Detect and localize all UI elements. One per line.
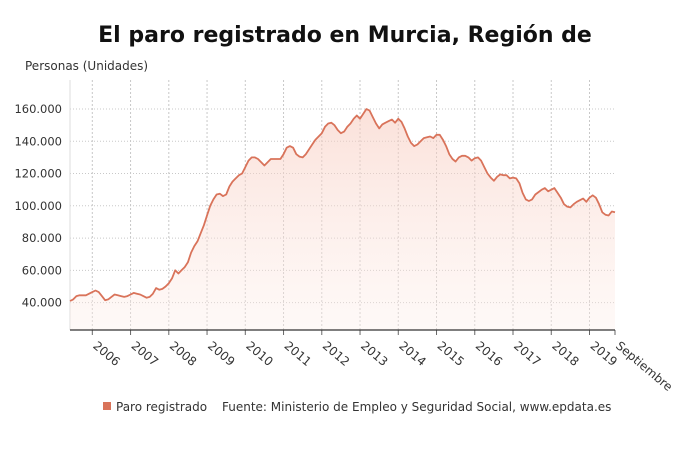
y-tick-label: 60.000 [22,263,62,277]
legend-swatch [103,402,111,410]
x-tick-label: 2007 [129,339,161,369]
source: Fuente: Ministerio de Empleo y Seguridad… [222,400,611,414]
x-tick-label: 2016 [473,339,505,369]
x-tick-label: Septiembre [613,339,675,394]
y-axis-label: Personas (Unidades) [25,59,148,73]
x-tick-label: 2012 [320,339,352,369]
line [69,108,616,302]
x-tick-label: 2013 [358,339,390,369]
y-tick-label: 40.000 [22,296,62,310]
legend-label: Paro registrado [116,400,207,414]
x-tick-label: 2006 [90,339,122,369]
x-tick-label: 2008 [167,339,199,369]
y-tick-label: 160.000 [14,102,62,116]
x-tick-label: 2017 [511,339,543,369]
x-tick-label: 2009 [205,339,237,369]
y-tick-label: 100.000 [14,199,62,213]
y-tick-label: 120.000 [14,167,62,181]
x-tick-label: 2019 [588,339,620,369]
x-tick-label: 2018 [549,339,581,369]
x-tick-label: 2011 [282,339,314,369]
x-tick-label: 2015 [435,339,467,369]
x-tick-label: 2014 [396,339,428,369]
y-tick-label: 80.000 [22,231,62,245]
chart-title: El paro registrado en Murcia, Región de [98,23,592,48]
x-tick-label: 2010 [243,339,275,369]
area [70,109,615,330]
y-tick-label: 140.000 [14,134,62,148]
